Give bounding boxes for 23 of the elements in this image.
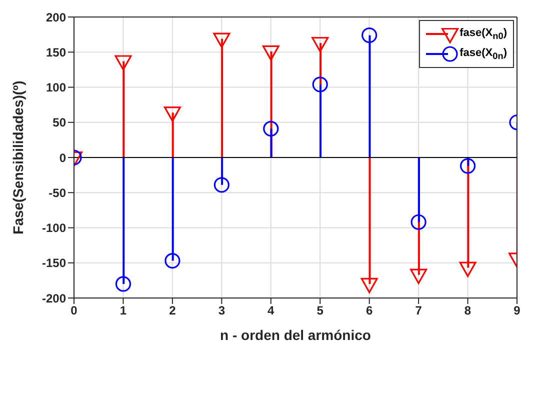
x-tick-label: 5 [316,304,324,318]
y-tick-label: 0 [59,150,66,165]
x-tick-label: 4 [268,304,275,318]
x-tick-label: 8 [464,304,472,318]
x-tick-label: 3 [218,304,226,318]
y-tick-label: 200 [46,10,66,24]
y-tick-label: -50 [48,186,66,200]
y-tick-label: 150 [46,45,66,60]
x-tick-label: 6 [366,304,373,318]
x-tick-label: 9 [514,304,521,318]
legend-label: fase(X$_{0n}$) [460,46,507,62]
y-axis-title: Fase(Sensibilidades)(º) [10,80,26,234]
y-tick-label: -150 [42,256,66,270]
x-tick-label: 0 [70,304,78,318]
x-axis-title: n - orden del armónico [220,327,371,343]
x-tick-label: 2 [169,304,176,318]
legend-label: fase(X$_{n0}$) [460,26,507,42]
y-tick-label: -200 [42,291,66,306]
y-tick-label: -100 [42,221,66,236]
x-tick-label: 1 [120,304,127,318]
x-tick-label: 7 [415,304,422,318]
y-tick-label: 50 [52,116,66,130]
y-tick-label: 100 [46,80,66,95]
